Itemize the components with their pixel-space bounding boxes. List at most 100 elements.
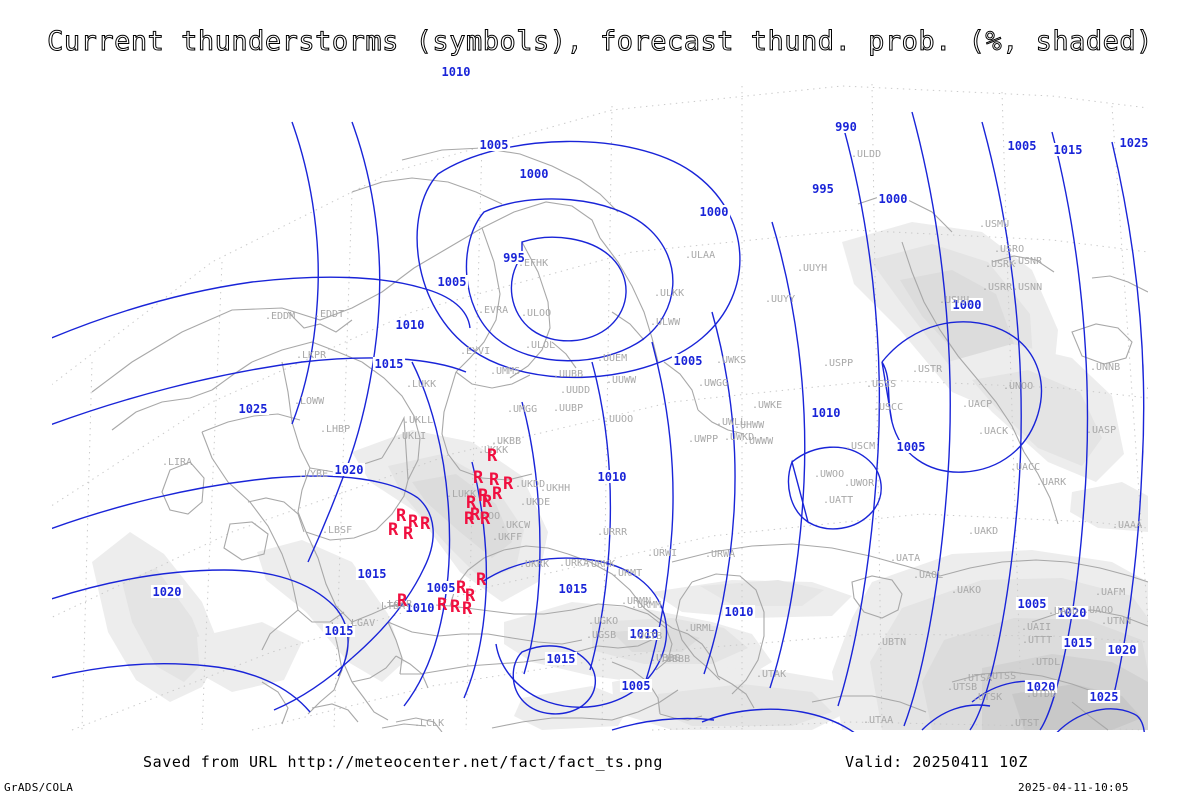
station-identifier: .URMN [621,596,651,607]
station-identifier: .EVRA [478,305,508,316]
station-identifier: .URKA [559,558,589,569]
isobar-label: 1020 [1027,680,1056,694]
thunderstorm-symbol: R [403,524,414,544]
isobar-label: 1025 [1120,136,1148,150]
isobar-label-halo [1061,636,1095,649]
station-identifier: .USHH [939,295,969,306]
station-identifier: .UNBB [1145,381,1148,392]
isobar-label: 1015 [375,357,404,371]
thunderstorm-symbol: R [482,492,493,512]
isobar-label-halo [236,402,270,415]
station-identifier: .UTAA [863,715,893,726]
station-identifier: .URWA [705,549,735,560]
isobar-label-halo [332,463,366,476]
thunderstorm-symbol: R [489,470,500,490]
station-identifier: .EFHK [518,258,548,269]
station-identifier: .LHBP [320,424,350,435]
station-identifier: .UUBB [553,369,583,380]
station-identifier: .UTSS [986,671,1016,682]
station-identifier: .UWOR [844,478,875,489]
isobar-label: 1010 [598,470,627,484]
station-identifier: .USNN [1012,282,1042,293]
station-identifier: .ULOO [521,308,551,319]
thunderstorm-symbol: R [456,578,467,598]
isobar-label: 1005 [1008,139,1037,153]
isobar-label: 1005 [427,581,456,595]
station-identifier: .USCC [873,402,903,413]
station-identifier: .UTSA [962,673,992,684]
thunderstorm-symbol: R [487,446,498,466]
station-identifier: .URMM [631,600,661,611]
thunderstorm-symbol: R [450,597,461,617]
station-identifier: .UWPP [688,434,718,445]
thunderstorm-symbol: R [437,595,448,615]
station-identifier: .USRO [994,244,1024,255]
station-identifier: .UUYY [765,294,795,305]
station-identifier: .UWKE [752,400,782,411]
thunderstorm-symbol: R [466,493,477,513]
station-identifier: .UUEM [597,353,627,364]
isobar-label: 1010 [812,406,841,420]
station-identifier: .UAOO [1083,605,1113,616]
isobar-label: 1005 [438,275,467,289]
isobar-label: 1005 [480,138,509,152]
station-identifier: .UWGG [698,378,728,389]
station-identifier: .UWKS [716,355,746,366]
station-identifier: .UMMS [490,366,520,377]
isobar-label: 1005 [674,354,703,368]
isobar-label-halo [1005,139,1039,152]
station-identifier: .UWLL [716,417,746,428]
station-identifier: .LKPR [296,350,327,361]
isobar-label-halo [424,581,458,594]
station-identifier: .UUWW [606,375,637,386]
isobar-label-halo [810,182,836,195]
isobar-label: 1015 [547,652,576,666]
isobar-label: 1010 [442,65,471,79]
thunderstorm-symbol: R [465,586,476,606]
station-identifier: .USTR [912,364,943,375]
isobar-label-halo [372,357,406,370]
isobar-label: 1005 [1018,597,1047,611]
isobar-label-halo [517,167,551,180]
station-identifier: .LBSF [322,525,352,536]
isobar-label-halo [544,652,578,665]
isobar-label-halo [1087,690,1121,703]
station-identifier: .LTBA [375,601,405,612]
weather-map[interactable]: 1010 1005 1000 995 1005 990 995 1000 1000 1015 102… [52,62,1148,732]
station-identifier: .UKKK [478,445,508,456]
graticule [52,83,1148,731]
station-identifier: .UGTB [632,631,662,642]
station-identifier: .UAOL [913,570,943,581]
station-identifier: .UATT [823,495,853,506]
isobar-label: 1015 [1064,636,1093,650]
station-identifier: .UHWW [734,420,765,431]
station-identifier: .UASP [1086,425,1116,436]
station-identifier: .USRK [985,259,1015,270]
station-identifier: .EDDM [265,311,295,322]
station-identifier: .URRR [597,527,628,538]
station-identifier: .UACC [1010,462,1040,473]
station-identifier: .LYBE [298,469,328,480]
station-identifier: .USMU [979,219,1009,230]
station-identifier: .UUOO [603,414,633,425]
station-identifier: .UKRK [519,559,549,570]
station-identifier: .EYVI [460,346,490,357]
station-identifier: .UKBB [491,436,521,447]
isobar-label-halo [1015,597,1049,610]
isobar-label: 1010 [396,318,425,332]
isobar-label: 995 [812,182,834,196]
station-identifier: .UAKO [951,585,981,596]
station-identifier: .EDDT [314,309,344,320]
station-identifier: .UAFM [1095,587,1125,598]
station-identifier: .UADD [1048,606,1078,617]
station-identifier: .UTDD [1026,689,1056,700]
station-identifier: .UTSB [947,682,977,693]
station-identifier: .LOWW [294,396,325,407]
isobar-label-halo [619,679,653,692]
isobar-label: 1010 [406,601,435,615]
station-identifier: .UBBB [660,654,690,665]
station-identifier: .ULOL [525,340,555,351]
station-identifier: .LUKK [446,489,476,500]
